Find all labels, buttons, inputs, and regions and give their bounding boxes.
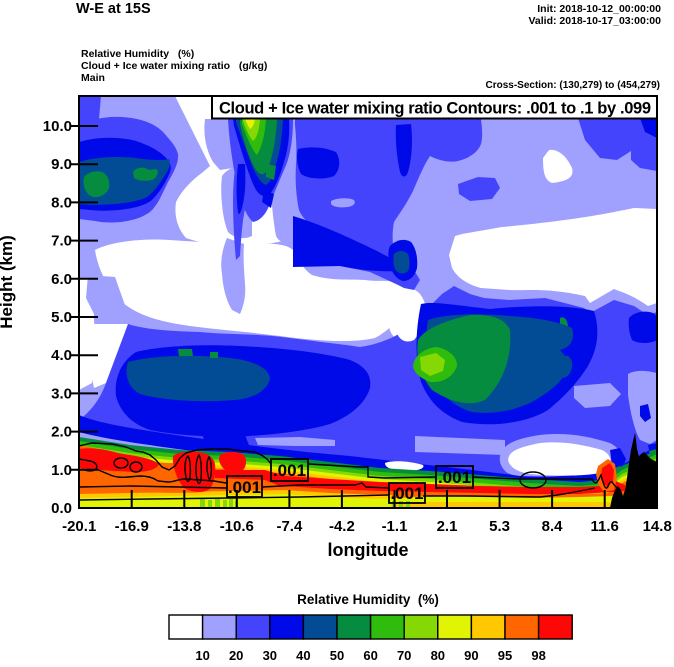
- svg-text:6.0: 6.0: [51, 271, 72, 288]
- svg-text:4.0: 4.0: [51, 347, 72, 364]
- svg-text:5.3: 5.3: [489, 518, 510, 535]
- svg-text:7.0: 7.0: [51, 233, 72, 250]
- svg-text:Cloud + Ice water mixing ratio: Cloud + Ice water mixing ratio (g/kg): [81, 60, 267, 72]
- svg-text:-4.2: -4.2: [329, 518, 355, 535]
- svg-text:-16.9: -16.9: [115, 518, 149, 535]
- svg-text:80: 80: [431, 648, 445, 663]
- svg-text:60: 60: [363, 648, 377, 663]
- svg-text:90: 90: [464, 648, 478, 663]
- svg-text:30: 30: [263, 648, 277, 663]
- svg-text:longitude: longitude: [328, 540, 409, 560]
- svg-text:-1.1: -1.1: [382, 518, 408, 535]
- svg-text:10: 10: [195, 648, 209, 663]
- svg-text:Relative Humidity (%): Relative Humidity (%): [297, 592, 439, 607]
- svg-text:-7.4: -7.4: [276, 518, 303, 535]
- svg-text:20: 20: [229, 648, 243, 663]
- svg-text:Cross-Section: (130,279) to (4: Cross-Section: (130,279) to (454,279): [485, 80, 660, 91]
- svg-text:Main: Main: [81, 72, 105, 84]
- svg-text:Height (km): Height (km): [0, 235, 16, 329]
- svg-text:Valid: 2018-10-17_03:00:00: Valid: 2018-10-17_03:00:00: [528, 15, 661, 27]
- svg-text:10.0: 10.0: [43, 118, 72, 135]
- svg-text:.001: .001: [273, 461, 306, 480]
- svg-text:98: 98: [531, 648, 545, 663]
- svg-text:Init: 2018-10-12_00:00:00: Init: 2018-10-12_00:00:00: [537, 3, 661, 15]
- svg-text:Cloud + Ice water mixing ratio: Cloud + Ice water mixing ratio Contours:…: [219, 100, 651, 118]
- svg-text:-13.8: -13.8: [167, 518, 201, 535]
- svg-text:8.4: 8.4: [542, 518, 564, 535]
- svg-text:0.0: 0.0: [51, 500, 72, 517]
- svg-text:40: 40: [296, 648, 310, 663]
- svg-text:50: 50: [330, 648, 344, 663]
- svg-text:.001: .001: [390, 484, 423, 503]
- svg-text:.001: .001: [228, 478, 261, 497]
- svg-text:2.0: 2.0: [51, 424, 72, 441]
- svg-text:70: 70: [397, 648, 411, 663]
- svg-text:8.0: 8.0: [51, 194, 72, 211]
- svg-text:W-E at 15S: W-E at 15S: [76, 1, 151, 17]
- svg-text:1.0: 1.0: [51, 462, 72, 479]
- svg-text:9.0: 9.0: [51, 156, 72, 173]
- svg-text:2.1: 2.1: [437, 518, 458, 535]
- svg-text:5.0: 5.0: [51, 309, 72, 326]
- svg-text:.001: .001: [438, 468, 471, 487]
- svg-text:14.8: 14.8: [643, 518, 672, 535]
- svg-text:Relative Humidity (%): Relative Humidity (%): [81, 48, 194, 60]
- svg-text:3.0: 3.0: [51, 385, 72, 402]
- svg-text:11.6: 11.6: [591, 518, 619, 535]
- svg-text:-20.1: -20.1: [62, 518, 96, 535]
- svg-text:-10.6: -10.6: [220, 518, 254, 535]
- svg-text:95: 95: [498, 648, 512, 663]
